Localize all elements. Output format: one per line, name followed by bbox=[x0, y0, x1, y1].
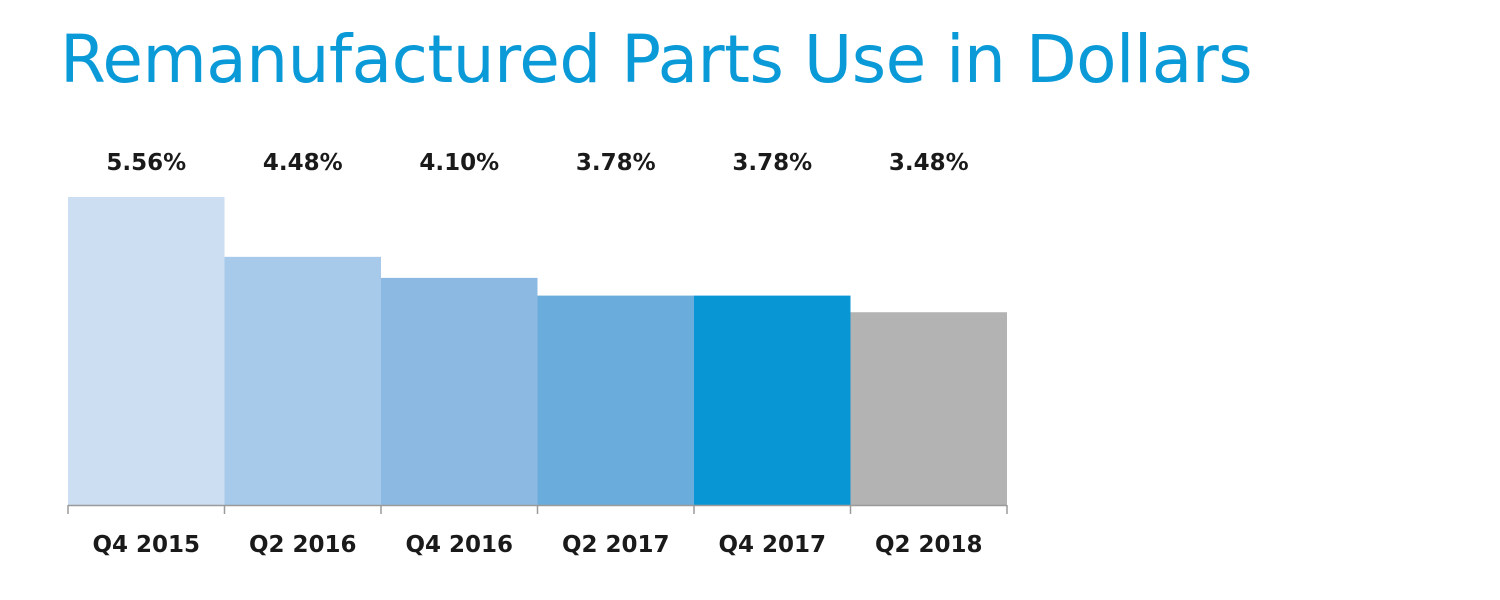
bar-q2-2017 bbox=[537, 295, 694, 505]
bars-layer bbox=[68, 197, 1007, 505]
x-tick-label: Q4 2016 bbox=[405, 532, 513, 558]
bar-q2-2018 bbox=[850, 312, 1007, 505]
bar-q4-2015 bbox=[68, 197, 225, 505]
tick-labels-layer: Q4 2015 Q2 2016 Q4 2016 Q2 2017 Q4 2017 Q2 20… bbox=[92, 532, 982, 558]
data-label: 3.78% bbox=[576, 150, 656, 176]
data-label: 3.48% bbox=[889, 150, 969, 176]
bar-q4-2017 bbox=[694, 295, 851, 505]
x-tick-label: Q4 2015 bbox=[92, 532, 200, 558]
x-tick-label: Q2 2018 bbox=[875, 532, 983, 558]
x-tick-label: Q2 2017 bbox=[562, 532, 670, 558]
bar-q4-2016 bbox=[381, 277, 538, 505]
x-axis bbox=[67, 504, 1008, 514]
data-label: 4.48% bbox=[263, 150, 343, 176]
data-label: 5.56% bbox=[106, 150, 186, 176]
data-labels-layer: 5.56% 4.48% 4.10% 3.78% 3.78% 3.48% bbox=[106, 150, 968, 176]
x-tick-label: Q2 2016 bbox=[249, 532, 357, 558]
bar-q2-2016 bbox=[224, 256, 381, 505]
chart-title: Remanufactured Parts Use in Dollars bbox=[60, 21, 1253, 98]
data-label: 3.78% bbox=[732, 150, 812, 176]
x-tick-label: Q4 2017 bbox=[718, 532, 826, 558]
data-label: 4.10% bbox=[419, 150, 499, 176]
